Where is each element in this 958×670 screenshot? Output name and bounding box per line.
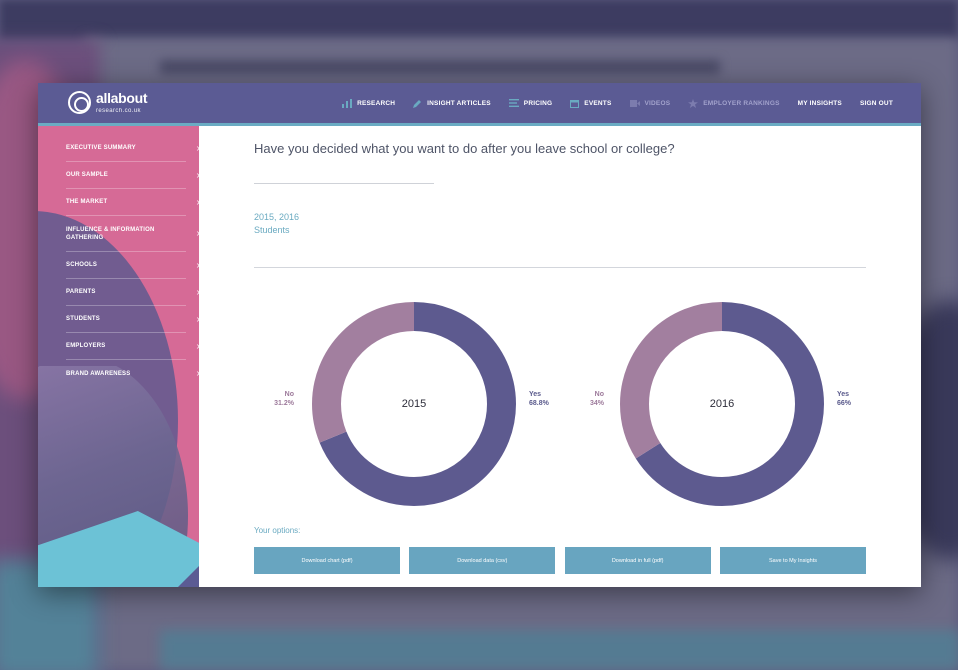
logo-wordmark: allabout [96, 90, 148, 106]
star-icon [688, 98, 699, 108]
divider [254, 267, 866, 268]
legend-no-2015: No 31.2% [259, 390, 294, 408]
sidebar-item-the-market[interactable]: THE MARKET › [66, 189, 199, 216]
sidebar-item-label: INFLUENCE & INFORMATION GATHERING [66, 226, 155, 241]
logo-domain: research.co.uk [96, 108, 141, 114]
nav-link-label: INSIGHT ARTICLES [427, 99, 491, 107]
background-buttons [160, 630, 958, 670]
pencil-icon [413, 99, 422, 108]
sidebar-item-label: THE MARKET [66, 199, 108, 205]
nav-link-label: SIGN OUT [859, 99, 893, 107]
chevron-right-icon: › [196, 368, 199, 379]
chevron-right-icon: › [196, 260, 199, 271]
chevron-right-icon: › [196, 170, 199, 181]
filter-years: 2015, 2016 [254, 212, 300, 222]
chevron-right-icon: › [196, 228, 199, 239]
sidebar-item-employers[interactable]: EMPLOYERS › [66, 333, 199, 360]
video-icon [629, 99, 640, 107]
download-chart-button[interactable]: Download chart (pdf) [254, 547, 400, 574]
sidebar-item-label: OUR SAMPLE [66, 172, 109, 178]
nav-links: RESEARCH INSIGHT ARTICLES PRICING EVENTS… [342, 83, 893, 123]
nav-link-employer-rankings[interactable]: EMPLOYER RANKINGS [688, 98, 780, 108]
list-icon [508, 99, 519, 107]
sidebar-item-label: STUDENTS [66, 316, 100, 322]
background-heading [160, 60, 720, 74]
sidebar-item-label: EMPLOYERS [66, 343, 106, 349]
nav-link-label: EVENTS [584, 99, 612, 107]
sidebar: EXECUTIVE SUMMARY › OUR SAMPLE › THE MAR… [38, 126, 199, 587]
sidebar-item-influence-information-gathering[interactable]: INFLUENCE & INFORMATION GATHERING › [66, 216, 199, 252]
nav-link-insight-articles[interactable]: INSIGHT ARTICLES [413, 99, 491, 108]
sidebar-item-our-sample[interactable]: OUR SAMPLE › [66, 162, 199, 189]
sidebar-item-brand-awareness[interactable]: BRAND AWARENESS › [66, 360, 199, 387]
slice-label-no: No [284, 391, 294, 398]
bar-chart-icon [342, 98, 353, 108]
chevron-right-icon: › [196, 341, 199, 352]
app-window: allabout research.co.uk RESEARCH INSIGHT… [38, 83, 921, 587]
sidebar-item-students[interactable]: STUDENTS › [66, 306, 199, 333]
chevron-right-icon: › [196, 314, 199, 325]
filter-audience: Students [254, 225, 290, 235]
nav-link-label: RESEARCH [357, 99, 396, 107]
legend-yes-2015: Yes 68.8% [529, 390, 569, 408]
slice-value-no: 34% [589, 400, 604, 407]
main-content: Have you decided what you want to do aft… [254, 126, 866, 587]
nav-accent-bar [38, 123, 921, 126]
logo[interactable]: allabout research.co.uk [68, 90, 148, 114]
nav-link-pricing[interactable]: PRICING [508, 99, 553, 107]
sidebar-item-schools[interactable]: SCHOOLS › [66, 252, 199, 279]
options-buttons: Download chart (pdf) Download data (csv)… [254, 547, 866, 574]
slice-label-yes: Yes [529, 391, 542, 398]
nav-link-events[interactable]: EVENTS [570, 99, 611, 108]
sidebar-menu: EXECUTIVE SUMMARY › OUR SAMPLE › THE MAR… [66, 135, 199, 387]
donut-chart-svg [312, 302, 516, 506]
divider [254, 183, 434, 184]
options-label: Your options: [254, 526, 301, 535]
calendar-icon [570, 99, 580, 108]
donut-chart-2015: 2015 [309, 299, 519, 509]
question-title: Have you decided what you want to do aft… [254, 141, 675, 156]
slice-value-yes: 66% [837, 400, 852, 407]
slice-label-yes: Yes [837, 391, 850, 398]
slice-no [620, 302, 824, 506]
chevron-right-icon: › [196, 287, 199, 298]
nav-link-sign-out[interactable]: SIGN OUT [860, 100, 893, 107]
save-to-insights-button[interactable]: Save to My Insights [719, 547, 866, 574]
sidebar-item-label: BRAND AWARENESS [66, 370, 131, 377]
nav-link-research[interactable]: RESEARCH [342, 98, 396, 108]
donut-chart-svg [620, 302, 824, 506]
legend-no-2016: No 34% [568, 390, 604, 408]
sidebar-item-executive-summary[interactable]: EXECUTIVE SUMMARY › [66, 135, 199, 162]
download-data-button[interactable]: Download data (csv) [409, 547, 556, 574]
nav-link-my-insights[interactable]: MY INSIGHTS [798, 100, 842, 107]
nav-link-label: EMPLOYER RANKINGS [703, 99, 780, 107]
nav-link-label: VIDEOS [644, 99, 671, 107]
logo-rings-icon [68, 91, 91, 114]
slice-value-yes: 68.8% [529, 400, 549, 407]
legend-yes-2016: Yes 66% [837, 390, 865, 408]
slice-no [312, 302, 516, 506]
sidebar-item-parents[interactable]: PARENTS › [66, 279, 199, 306]
slice-label-no: No [594, 391, 604, 398]
nav-link-videos[interactable]: VIDEOS [629, 99, 671, 107]
slice-value-no: 31.2% [274, 400, 294, 407]
sidebar-item-label: SCHOOLS [66, 262, 98, 268]
nav-link-label: PRICING [523, 99, 553, 107]
donut-chart-2016: 2016 [617, 299, 827, 509]
top-navigation: allabout research.co.uk RESEARCH INSIGHT… [38, 83, 921, 123]
sidebar-item-label: EXECUTIVE SUMMARY [66, 145, 136, 151]
background-topbar [0, 0, 958, 40]
nav-link-label: MY INSIGHTS [797, 99, 842, 107]
chevron-right-icon: › [196, 143, 199, 154]
chevron-right-icon: › [196, 197, 199, 208]
sidebar-item-label: PARENTS [66, 289, 96, 295]
download-full-button[interactable]: Download in full (pdf) [564, 547, 711, 574]
